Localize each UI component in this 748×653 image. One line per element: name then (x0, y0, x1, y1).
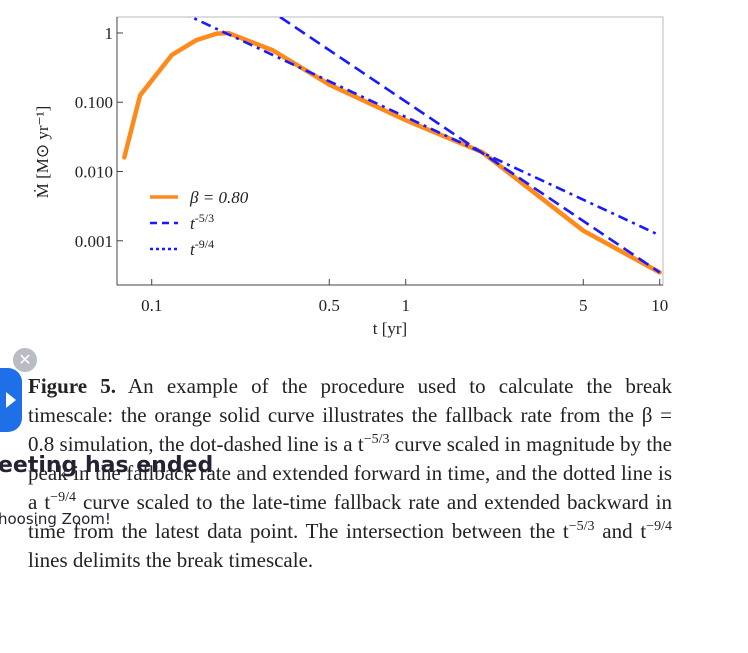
x-tick-label: 1 (401, 296, 410, 315)
chart: t [yr] Ṁ [M⊙ yr⁻¹] 1 0.100 0.010 0.001 0.1 0.… (33, 16, 668, 338)
series-line (122, 30, 662, 275)
caption-exponent: −5/3 (568, 519, 595, 534)
legend-name: β = 0.80 (189, 188, 249, 207)
series-line (279, 17, 661, 274)
legend-name: t (190, 240, 196, 259)
legend-label: t-5/3 (190, 211, 214, 233)
caption-text: An example of the procedure used to calc… (28, 374, 672, 456)
x-axis-label: t [yr] (373, 319, 407, 338)
caption-exponent: −9/4 (646, 519, 673, 534)
caption-text: lines delimits the break timescale. (28, 548, 314, 572)
caption-text: and t (594, 519, 647, 543)
y-tick-label: 0.001 (75, 232, 113, 251)
figure-caption: Figure 5. An example of the procedure us… (28, 372, 672, 575)
notification-title: eeting has ended (0, 453, 214, 478)
legend-label: t-9/4 (190, 237, 214, 259)
caption-text: curve scaled to the late-time fallback r… (28, 490, 673, 543)
caption-label: Figure 5. (28, 374, 117, 398)
plot-area (122, 17, 662, 275)
x-tick-label: 10 (651, 296, 668, 315)
caption-text: curve scaled in magnitude by the peak in… (28, 432, 672, 514)
y-axis-label: Ṁ [M⊙ yr⁻¹] (33, 106, 52, 199)
legend-exponent: -9/4 (195, 237, 214, 251)
y-tick-label: 1 (105, 24, 114, 43)
close-button[interactable]: ✕ (13, 348, 37, 372)
x-tick-label: 5 (579, 296, 588, 315)
caption-exponent: −5/3 (363, 432, 390, 447)
legend-exponent: -5/3 (195, 211, 214, 225)
x-tick-label: 0.5 (319, 296, 340, 315)
caption-exponent: −9/4 (50, 490, 76, 505)
legend-label: β = 0.80 (189, 188, 249, 207)
y-tick-label: 0.100 (75, 93, 113, 112)
series-line (188, 17, 661, 237)
legend-name: t (190, 214, 196, 233)
y-tick-label: 0.010 (75, 163, 113, 182)
zoom-icon[interactable] (0, 368, 22, 432)
x-tick-label: 0.1 (141, 296, 162, 315)
notification-subtitle: hoosing Zoom! (0, 510, 111, 528)
